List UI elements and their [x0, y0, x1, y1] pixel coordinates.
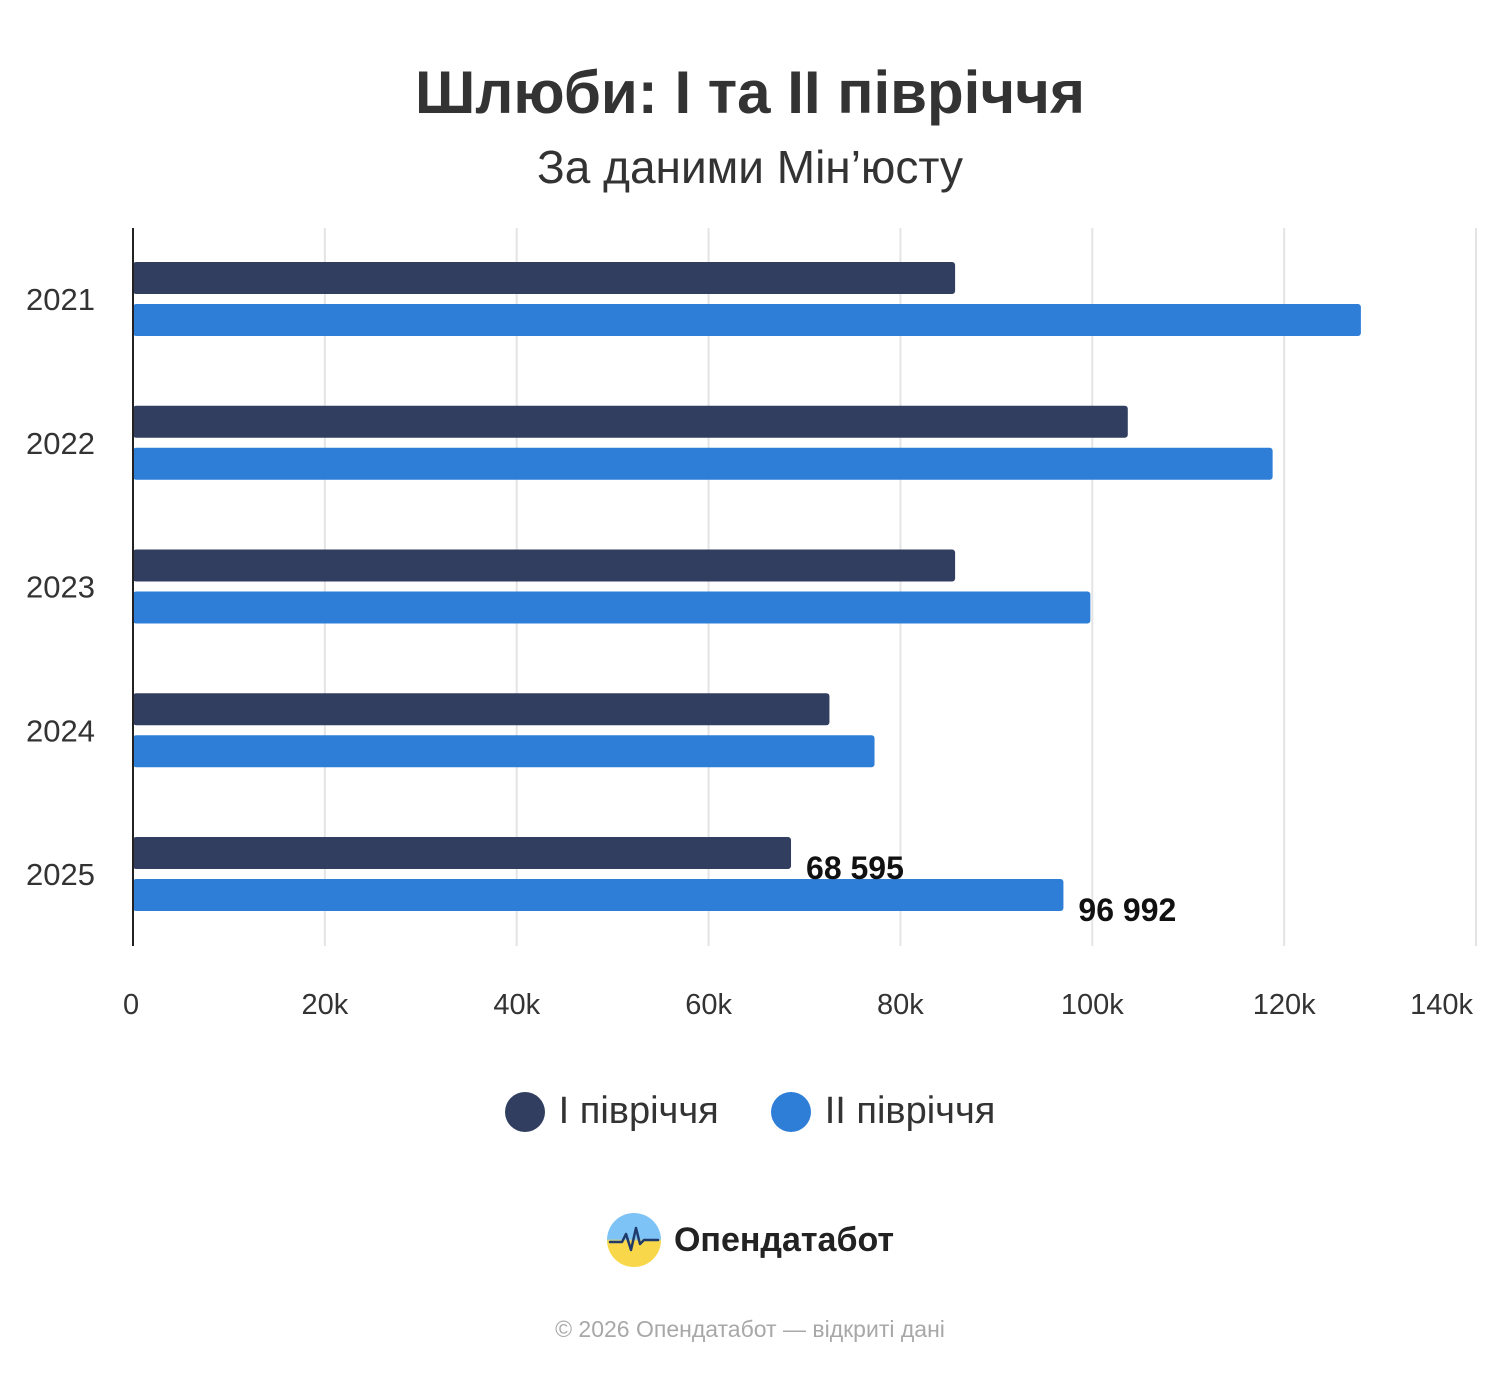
- y-category-label-2023: 2023: [26, 570, 95, 605]
- legend-label-first-half: I півріччя: [558, 1090, 719, 1132]
- x-tick-label-100k: 100k: [1061, 989, 1124, 1021]
- legend: I півріччя II півріччя: [0, 1090, 1500, 1133]
- legend-item-second-half[interactable]: II півріччя: [770, 1090, 996, 1133]
- data-label-2025-series-1: 68 595: [806, 850, 904, 886]
- x-tick-label-20k: 20k: [301, 989, 348, 1021]
- bar-chart: 0 20k 40k 60k 80k 100k 120k 140k 2021 2022 2023 202…: [26, 228, 1477, 1021]
- footer-copyright: © 2026 Опендатабот — відкриті дані: [555, 1316, 945, 1342]
- bar-2022-series-1[interactable]: [133, 405, 1128, 438]
- bar-2023-series-1[interactable]: [133, 549, 956, 582]
- chart-subtitle: За даними Мін’юсту: [536, 141, 964, 193]
- bar-2021-series-1[interactable]: [133, 262, 956, 294]
- x-tick-label-0: 0: [123, 989, 139, 1021]
- legend-label-second-half: II півріччя: [824, 1090, 996, 1132]
- bar-2025-series-1[interactable]: [133, 837, 792, 869]
- legend-item-first-half[interactable]: I півріччя: [504, 1090, 719, 1133]
- chart-title: Шлюби: I та II півріччя: [414, 59, 1086, 126]
- x-tick-label-60k: 60k: [685, 989, 732, 1021]
- brand: Опендатабот: [0, 1212, 1500, 1268]
- y-category-label-2024: 2024: [26, 713, 95, 748]
- bar-2022-series-2[interactable]: [133, 447, 1273, 480]
- bar-2023-series-2[interactable]: [133, 591, 1091, 624]
- x-tick-label-140k: 140k: [1410, 989, 1473, 1021]
- y-category-label-2025: 2025: [26, 857, 95, 892]
- bar-2025-series-2[interactable]: [133, 879, 1064, 911]
- bar-2024-series-1[interactable]: [133, 693, 830, 726]
- legend-dot-first-half-icon: [504, 1091, 545, 1132]
- bar-2024-series-2[interactable]: [133, 735, 875, 768]
- data-label-2025-series-2: 96 992: [1078, 892, 1176, 928]
- opendatabot-logo-icon: [606, 1213, 661, 1267]
- y-category-label-2021: 2021: [26, 282, 95, 317]
- brand-name: Опендатабот: [673, 1220, 895, 1259]
- x-tick-label-120k: 120k: [1253, 989, 1316, 1021]
- x-tick-label-40k: 40k: [493, 989, 540, 1021]
- legend-dot-second-half-icon: [770, 1091, 811, 1132]
- y-category-label-2022: 2022: [26, 426, 95, 461]
- x-tick-label-80k: 80k: [877, 989, 924, 1021]
- bar-2021-series-2[interactable]: [133, 304, 1361, 336]
